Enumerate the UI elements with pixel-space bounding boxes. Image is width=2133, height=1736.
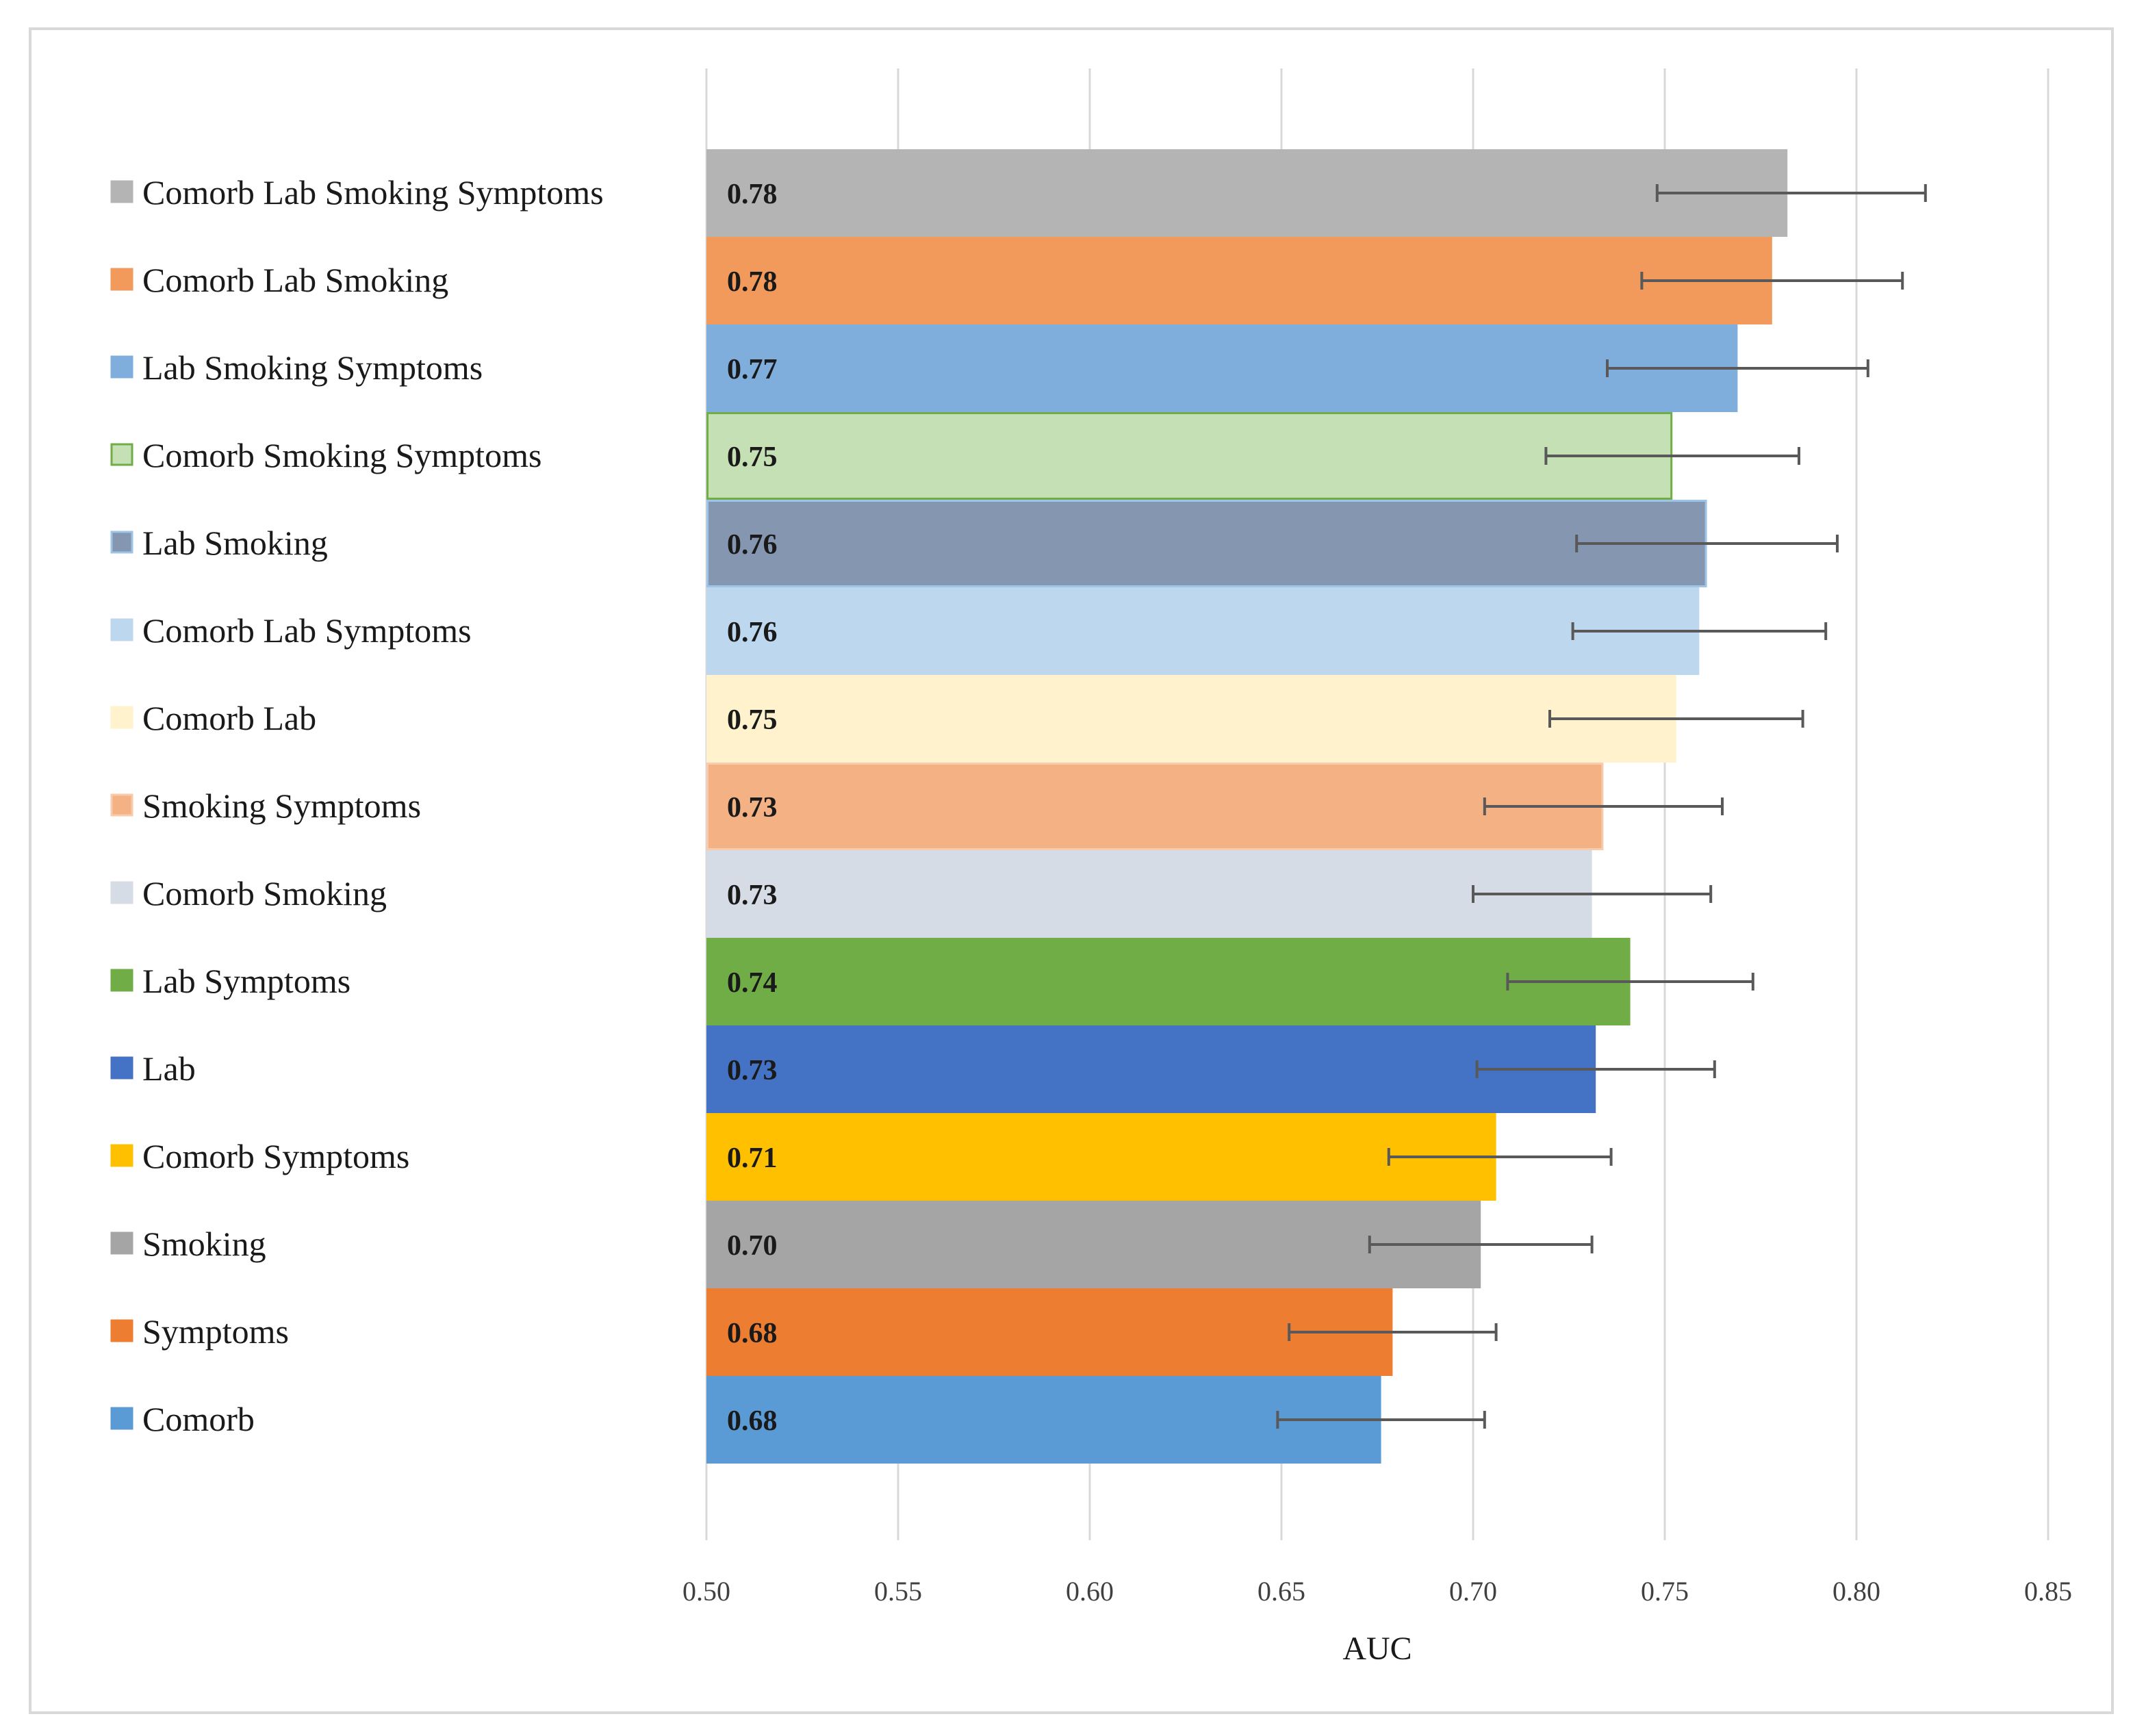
value-label-0: 0.78: [727, 179, 778, 210]
legend-swatch-3: [110, 443, 133, 466]
value-labels: 0.78 0.78 0.77 0.75 0.76 0.76 0.75 0.73 0.73 0.74…: [727, 179, 778, 1437]
legend-swatch-12: [110, 1231, 133, 1255]
legend-label-7: Smoking Symptoms: [142, 787, 421, 825]
legend-label-5: Comorb Lab Symptoms: [142, 611, 472, 650]
legend-swatch-7: [110, 793, 133, 817]
legend-swatch-1: [110, 268, 133, 291]
x-tick-label: 0.55: [874, 1576, 922, 1607]
value-label-10: 0.73: [727, 1055, 778, 1086]
x-tick-label: 0.75: [1641, 1576, 1689, 1607]
bar-3: [706, 412, 1673, 500]
bar-1: [706, 237, 1772, 324]
legend-label-6: Comorb Lab: [142, 699, 316, 737]
bar-6: [706, 675, 1676, 763]
legend-swatch-6: [110, 706, 133, 729]
bar-12: [706, 1201, 1481, 1288]
value-label-7: 0.73: [727, 792, 778, 824]
x-axis-ticks: 0.50 0.55 0.60 0.65 0.70 0.75 0.80 0.85: [682, 1576, 2072, 1607]
bar-10: [706, 1025, 1596, 1113]
bar-5: [706, 587, 1700, 675]
legend-swatch-0: [110, 180, 133, 203]
value-label-4: 0.76: [727, 529, 778, 561]
value-label-11: 0.71: [727, 1143, 778, 1174]
value-label-5: 0.76: [727, 617, 778, 648]
legend-swatch-14: [110, 1407, 133, 1430]
bar-8: [706, 850, 1592, 938]
bar-2: [706, 324, 1738, 412]
legend: Comorb Lab Smoking Symptoms Comorb Lab Sm…: [110, 173, 604, 1438]
legend-swatch-8: [110, 881, 133, 904]
legend-swatch-9: [110, 969, 133, 992]
legend-label-2: Lab Smoking Symptoms: [142, 348, 483, 387]
x-tick-label: 0.50: [682, 1576, 730, 1607]
value-label-8: 0.73: [727, 880, 778, 911]
legend-label-12: Smoking: [142, 1225, 266, 1263]
legend-swatch-10: [110, 1056, 133, 1080]
legend-label-1: Comorb Lab Smoking: [142, 261, 448, 299]
legend-label-9: Lab Symptoms: [142, 962, 350, 1000]
legend-swatch-2: [110, 355, 133, 379]
x-tick-label: 0.80: [1832, 1576, 1880, 1607]
bar-14: [706, 1376, 1381, 1464]
legend-label-0: Comorb Lab Smoking Symptoms: [142, 173, 604, 212]
x-tick-label: 0.60: [1066, 1576, 1114, 1607]
bar-9: [706, 938, 1631, 1025]
legend-swatch-4: [110, 531, 133, 554]
value-label-3: 0.75: [727, 442, 778, 473]
error-bars: [1276, 184, 1927, 1429]
legend-label-3: Comorb Smoking Symptoms: [142, 436, 541, 474]
value-label-12: 0.70: [727, 1230, 778, 1262]
bar-4: [706, 500, 1707, 587]
value-label-6: 0.75: [727, 704, 778, 736]
value-label-9: 0.74: [727, 967, 778, 999]
bars: [706, 149, 1788, 1464]
legend-label-4: Lab Smoking: [142, 524, 328, 562]
bar-13: [706, 1288, 1393, 1376]
bar-7: [706, 763, 1604, 850]
legend-label-10: Lab: [142, 1049, 196, 1088]
value-label-14: 0.68: [727, 1405, 778, 1437]
legend-swatch-13: [110, 1319, 133, 1342]
value-label-1: 0.78: [727, 266, 778, 298]
legend-label-11: Comorb Symptoms: [142, 1137, 409, 1175]
bar-0: [706, 149, 1788, 237]
x-tick-label: 0.65: [1257, 1576, 1305, 1607]
legend-label-8: Comorb Smoking: [142, 874, 387, 912]
value-label-2: 0.77: [727, 354, 778, 385]
legend-label-13: Symptoms: [142, 1312, 289, 1351]
legend-swatch-5: [110, 618, 133, 641]
x-tick-label: 0.85: [2024, 1576, 2072, 1607]
x-axis-title: AUC: [1342, 1631, 1412, 1667]
legend-label-14: Comorb: [142, 1400, 255, 1438]
value-label-13: 0.68: [727, 1318, 778, 1349]
x-tick-label: 0.70: [1449, 1576, 1497, 1607]
bar-11: [706, 1113, 1496, 1201]
legend-swatch-11: [110, 1144, 133, 1167]
